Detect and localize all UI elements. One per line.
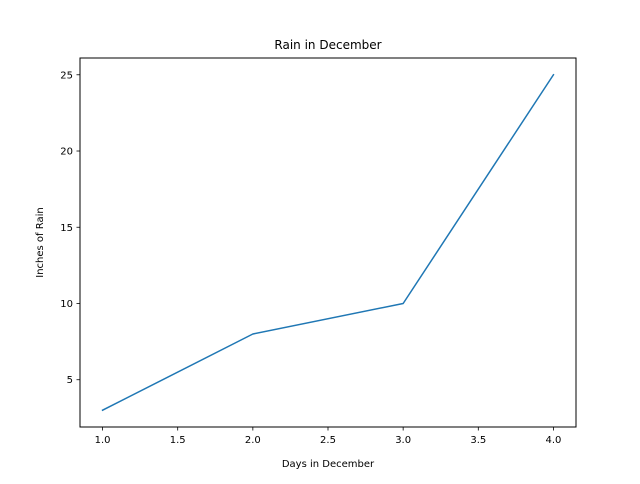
x-tick-label: 3.0 (395, 435, 411, 446)
x-tick-label: 1.5 (170, 435, 186, 446)
plot-area (80, 58, 576, 427)
y-tick-label: 5 (67, 375, 73, 386)
x-axis-label: Days in December (282, 459, 375, 470)
x-tick-label: 3.5 (470, 435, 486, 446)
y-tick-label: 20 (60, 147, 73, 158)
x-tick-label: 1.0 (95, 435, 111, 446)
x-tick-label: 2.0 (245, 435, 261, 446)
x-tick-label: 2.5 (320, 435, 336, 446)
y-tick-label: 15 (60, 223, 73, 234)
y-tick-label: 25 (60, 70, 73, 81)
x-axis-ticks: 1.0 1.5 2.0 2.5 3.0 3.5 4.0 (95, 427, 562, 446)
chart-title: Rain in December (274, 38, 381, 52)
y-axis-ticks: 5 10 15 20 25 (60, 70, 80, 386)
y-tick-label: 10 (60, 299, 73, 310)
x-tick-label: 4.0 (546, 435, 562, 446)
y-axis-label: Inches of Rain (35, 207, 46, 277)
